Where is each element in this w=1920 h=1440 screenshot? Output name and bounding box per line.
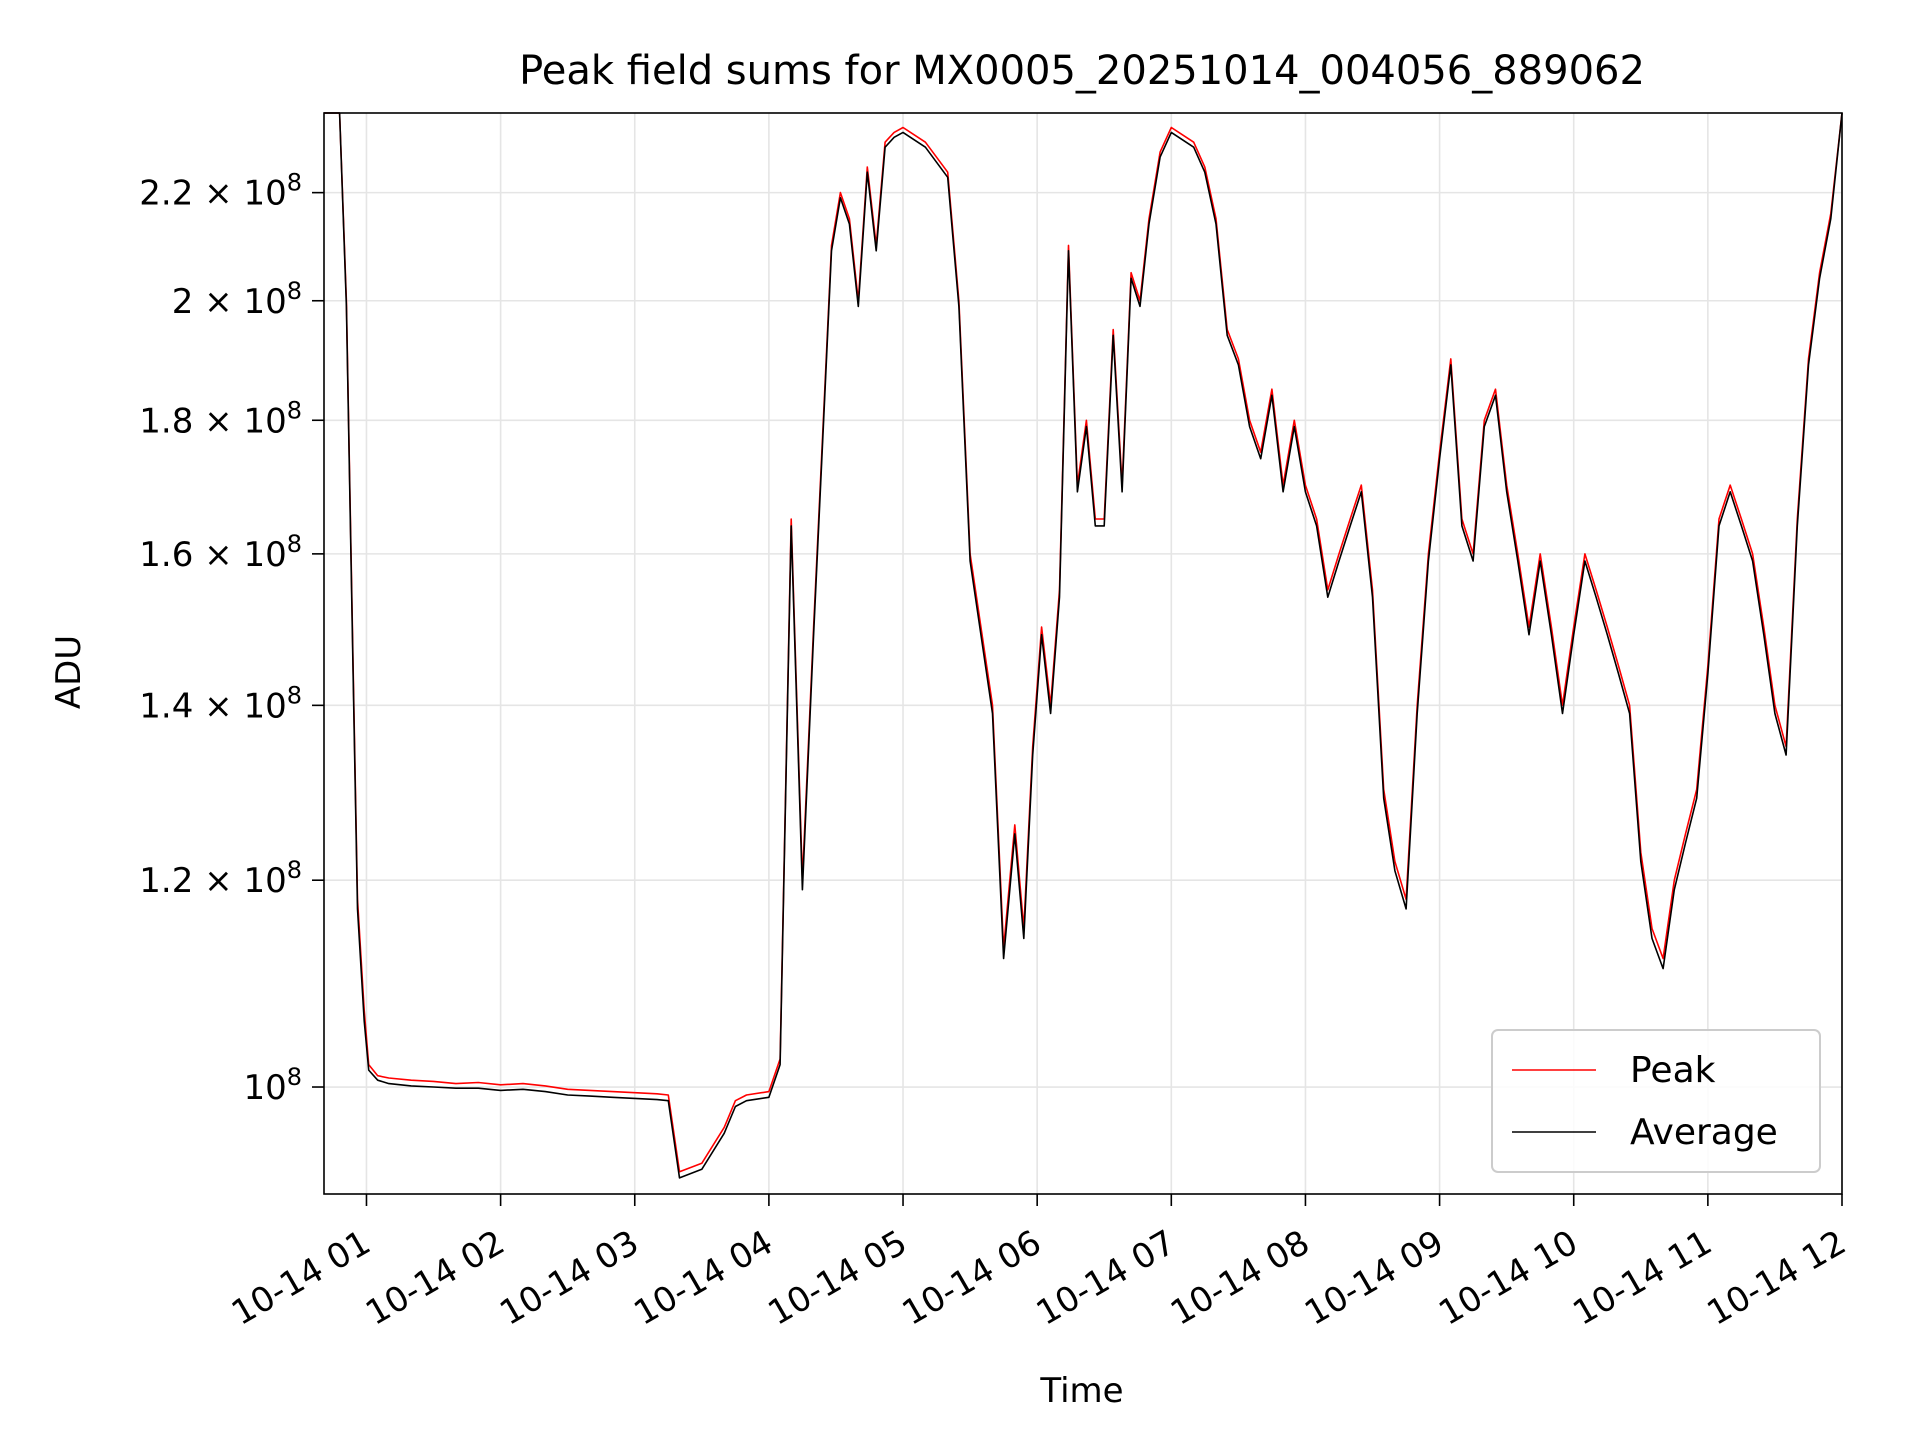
y-tick-label: 1.8 × 108 (139, 396, 302, 441)
y-tick-label: 1.4 × 108 (139, 681, 302, 726)
legend-label-peak: Peak (1630, 1050, 1716, 1091)
series-line-average (324, 112, 1843, 1179)
y-tick-label: 1.6 × 108 (139, 530, 302, 575)
y-tick-label: 108 (243, 1063, 302, 1108)
y-tick-label: 2.2 × 108 (139, 169, 302, 214)
chart-title: Peak field sums for MX0005_20251014_0040… (519, 48, 1645, 94)
legend-label-average: Average (1630, 1112, 1778, 1153)
y-axis-label: ADU (49, 635, 89, 709)
y-tick-label: 1.2 × 108 (139, 856, 302, 901)
legend-box (1491, 1029, 1821, 1173)
legend: Peak Average (1491, 1029, 1821, 1173)
y-ticks: 108 1.2 × 108 1.4 × 108 1.6 × 108 1.8 × 108 2… (139, 169, 324, 1108)
y-tick-label: 2 × 108 (172, 277, 302, 322)
plot-frame (323, 112, 1843, 1195)
series-group (324, 112, 1843, 1179)
x-axis-label: Time (1039, 1371, 1123, 1411)
